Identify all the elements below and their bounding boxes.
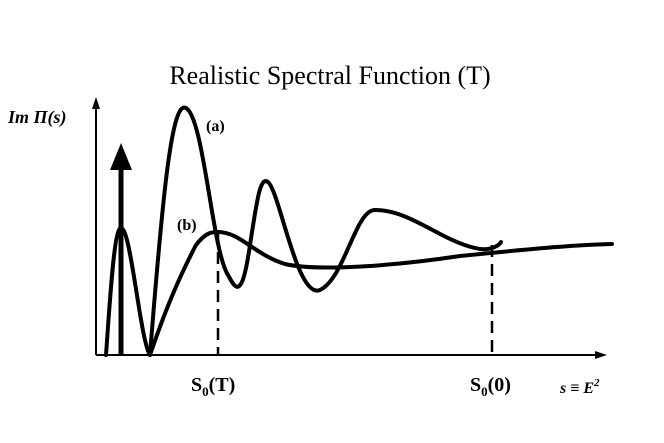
curve-a-label: (a) — [206, 118, 225, 135]
curve-b-label: (b) — [177, 217, 197, 234]
x-axis-label-superscript: 2 — [593, 377, 600, 389]
threshold-label-s0-T-sub: 0 — [202, 384, 209, 399]
x-axis-label-main: s ≡ E — [559, 380, 594, 397]
threshold-label-s0-0: S0(0) — [470, 374, 511, 399]
x-axis-arrowhead — [595, 351, 607, 359]
delta-function-arrowhead — [110, 143, 132, 170]
y-axis-arrowhead — [92, 97, 100, 109]
y-axis-label: Im Π(s) — [7, 107, 67, 128]
curve-a — [148, 105, 503, 357]
x-axis-label: s ≡ E2 — [559, 377, 600, 397]
curve-b — [104, 226, 614, 357]
threshold-label-s0-T: S0(T) — [191, 374, 235, 399]
threshold-label-s0-0-base: S — [470, 374, 481, 396]
threshold-label-s0-0-sub: 0 — [481, 384, 488, 399]
diagram-title: Realistic Spectral Function (T) — [169, 61, 490, 90]
threshold-label-s0-T-base: S — [191, 374, 202, 396]
threshold-label-s0-0-arg: (0) — [488, 374, 511, 396]
threshold-label-s0-T-arg: (T) — [209, 374, 236, 396]
